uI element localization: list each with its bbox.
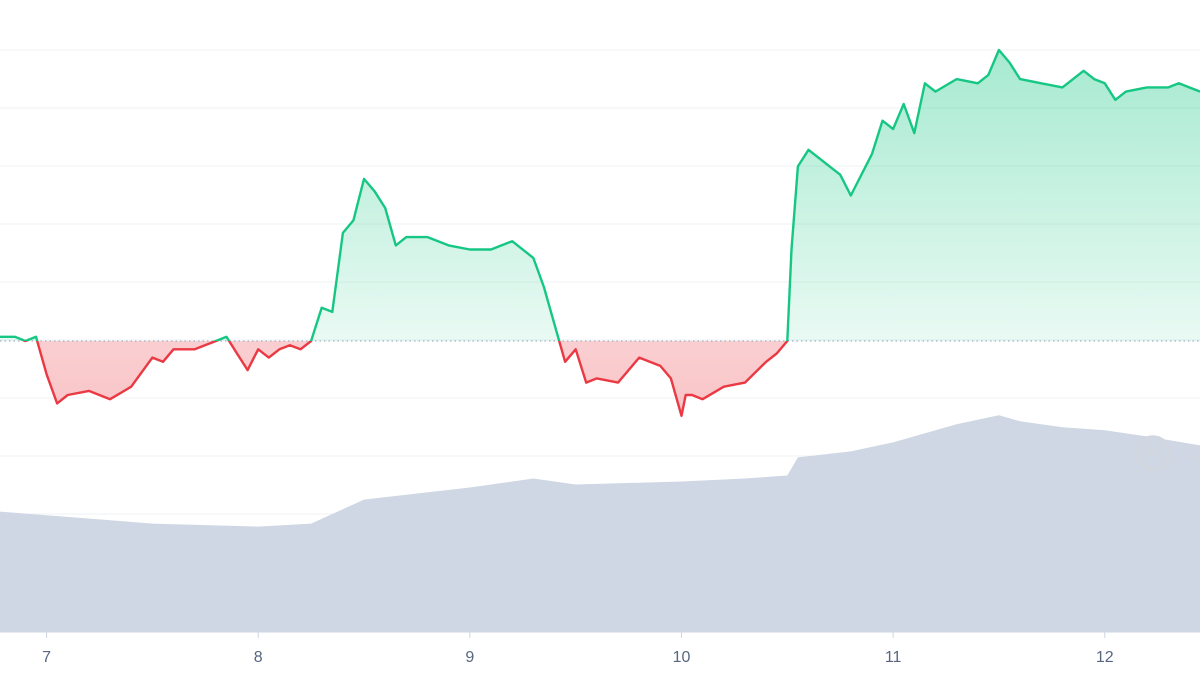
x-axis: 7 8 9 10 11 12: [0, 631, 1200, 666]
x-tick-label: 12: [1096, 649, 1114, 666]
x-tick-label: 7: [42, 649, 51, 666]
x-tick-label: 8: [254, 649, 263, 666]
price-fill: [0, 50, 1200, 416]
x-tick-label: 10: [673, 649, 691, 666]
price-fill-up: [0, 50, 1200, 341]
price-line-down: [22, 341, 789, 417]
price-line: [0, 48, 1200, 417]
x-tick-label: 9: [465, 649, 474, 666]
watermark-text: C: [1186, 441, 1200, 466]
coinmarketcap-logo-icon: [1135, 435, 1171, 471]
x-tick-label: 11: [885, 649, 902, 666]
price-line-up: [0, 48, 1200, 341]
volume-area: [0, 415, 1200, 632]
watermark: C: [1135, 435, 1200, 471]
volume-area-shape: [0, 415, 1200, 632]
